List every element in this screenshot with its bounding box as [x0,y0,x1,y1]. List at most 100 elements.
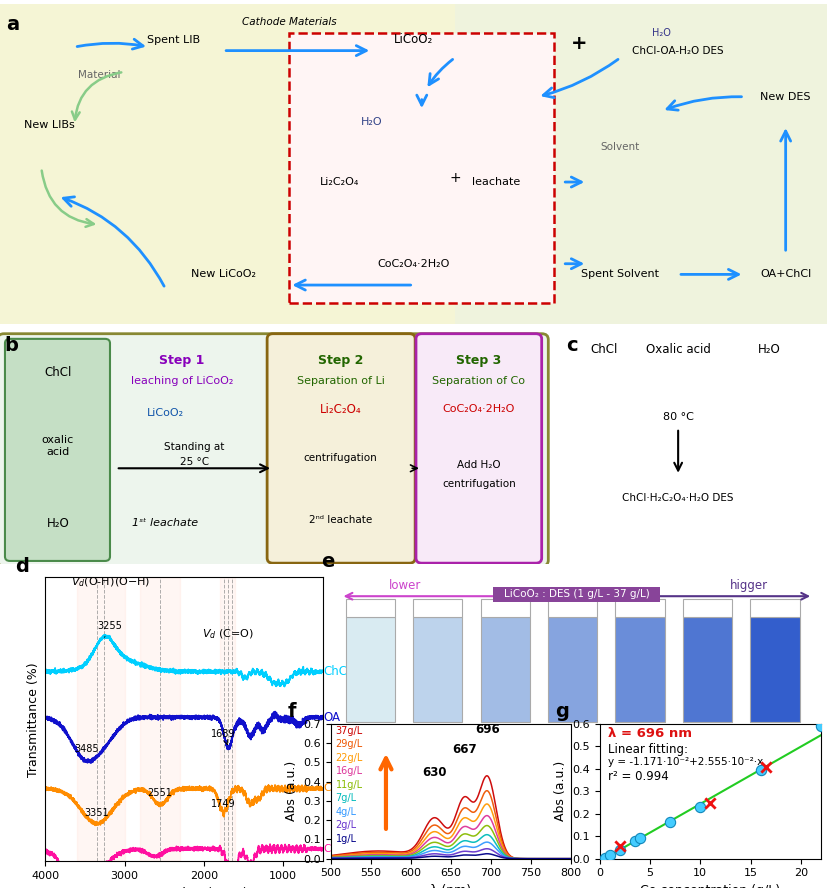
Text: 1ˢᵗ leachate: 1ˢᵗ leachate [132,519,198,528]
Text: New LiCoO₂: New LiCoO₂ [191,269,256,280]
Text: 80 °C: 80 °C [662,413,694,423]
Point [815,719,827,733]
Point [754,763,767,777]
Text: 22g/L: 22g/L [336,753,363,763]
Bar [220,577,236,861]
FancyBboxPatch shape [0,334,548,566]
Text: oxalic
acid: oxalic acid [42,435,74,457]
Bar [480,599,530,617]
Bar [346,599,394,617]
Text: OA: OA [323,710,341,724]
Point [629,834,642,848]
Text: Add H₂O: Add H₂O [457,460,500,471]
Text: +: + [449,171,461,185]
Text: Step 2: Step 2 [318,354,363,368]
Text: New DES: New DES [760,91,811,102]
Bar [346,617,394,722]
Text: Standing at: Standing at [164,442,225,452]
Text: 1749: 1749 [212,799,236,809]
Text: CoC₂O₄·2H₂O: CoC₂O₄·2H₂O [377,258,450,269]
Y-axis label: Abs (a.u.): Abs (a.u.) [553,761,566,821]
Bar [77,577,125,861]
Bar [750,599,800,617]
Text: H₂O: H₂O [46,517,69,530]
Text: 2551: 2551 [148,789,173,798]
Text: centrifugation: centrifugation [304,453,378,463]
Text: Cathode Materials: Cathode Materials [242,17,337,28]
Text: 2ⁿᵈ leachate: 2ⁿᵈ leachate [309,515,372,526]
Bar [683,599,732,617]
Bar [615,617,665,722]
Point [759,759,772,773]
Text: 7g/L: 7g/L [336,793,356,804]
Text: LiCoO₂ : DES (1 g/L - 37 g/L): LiCoO₂ : DES (1 g/L - 37 g/L) [504,589,650,599]
Point [613,843,626,857]
Point [603,848,616,862]
Text: Material: Material [78,70,121,81]
Text: ChCl: ChCl [44,366,72,379]
Text: Separation of Li: Separation of Li [297,377,385,386]
Text: 3485: 3485 [74,744,98,754]
Text: e: e [321,552,334,571]
Text: +: + [571,34,587,53]
X-axis label: λ (nm): λ (nm) [430,884,471,888]
Bar [548,599,597,617]
Point [694,800,707,814]
Text: OA+ChCl: OA+ChCl [760,269,811,280]
Point [633,831,647,845]
Bar [413,599,462,617]
Text: CoC₂O₄·2H₂O: CoC₂O₄·2H₂O [442,404,515,415]
Text: Li₂C₂O₄: Li₂C₂O₄ [320,403,361,416]
FancyBboxPatch shape [289,33,554,303]
Text: LiCoO₂: LiCoO₂ [394,34,433,46]
Text: centrifugation: centrifugation [442,479,516,488]
Text: 37g/L: 37g/L [336,725,363,736]
Text: Oxalic acid: Oxalic acid [646,344,710,356]
Text: Step 3: Step 3 [457,354,501,368]
X-axis label: Co concentration (g/L): Co concentration (g/L) [640,884,781,888]
Text: 667: 667 [452,742,476,756]
Text: c: c [566,336,578,355]
Text: 696: 696 [476,723,500,735]
Text: 3351: 3351 [84,808,109,818]
Y-axis label: Transmittance (%): Transmittance (%) [27,662,40,777]
Point [613,838,626,852]
Text: 29g/L: 29g/L [336,740,363,749]
Text: 1689: 1689 [212,729,236,744]
Text: Solvent: Solvent [600,141,640,152]
Text: leachate: leachate [472,177,520,187]
Text: 25 °C: 25 °C [179,456,209,466]
Text: y = -1.171·10⁻²+2.555·10⁻²·x: y = -1.171·10⁻²+2.555·10⁻²·x [609,757,763,767]
Text: Spent LIB: Spent LIB [147,35,200,45]
FancyBboxPatch shape [416,334,542,563]
Text: ChCl-OA-H₂O DES: ChCl-OA-H₂O DES [633,45,724,56]
FancyBboxPatch shape [5,339,110,561]
Point [663,814,676,829]
Bar [480,617,530,722]
Text: $V_d$(O-H): $V_d$(O-H) [71,575,115,589]
Bar [683,617,732,722]
Text: 1642: 1642 [0,887,1,888]
Text: g: g [555,702,569,721]
Text: 3756: 3756 [0,887,1,888]
Text: Li₂C₂O₄: Li₂C₂O₄ [319,177,359,187]
Bar [493,588,661,602]
Bar [141,577,180,861]
X-axis label: Wavenumber (cm⁻¹): Wavenumber (cm⁻¹) [120,886,248,888]
Text: H₂O: H₂O [361,116,383,127]
Bar [413,617,462,722]
Y-axis label: Abs (a.u.): Abs (a.u.) [284,761,298,821]
Text: ChCl: ChCl [590,344,618,356]
Text: $V_d$ (C=O): $V_d$ (C=O) [203,628,255,641]
Text: ChCl: ChCl [323,665,351,678]
Bar [750,617,800,722]
Text: λ = 696 nm: λ = 696 nm [609,727,692,741]
Text: New LIBs: New LIBs [24,120,75,131]
Bar [548,617,597,722]
Text: H₂O: H₂O [758,344,781,356]
Text: f: f [288,702,296,721]
Text: lower: lower [389,579,421,591]
Text: ChCl-OA-H₂O: ChCl-OA-H₂O [323,844,390,853]
Text: 11g/L: 11g/L [336,780,363,789]
Text: 2g/L: 2g/L [336,821,356,830]
